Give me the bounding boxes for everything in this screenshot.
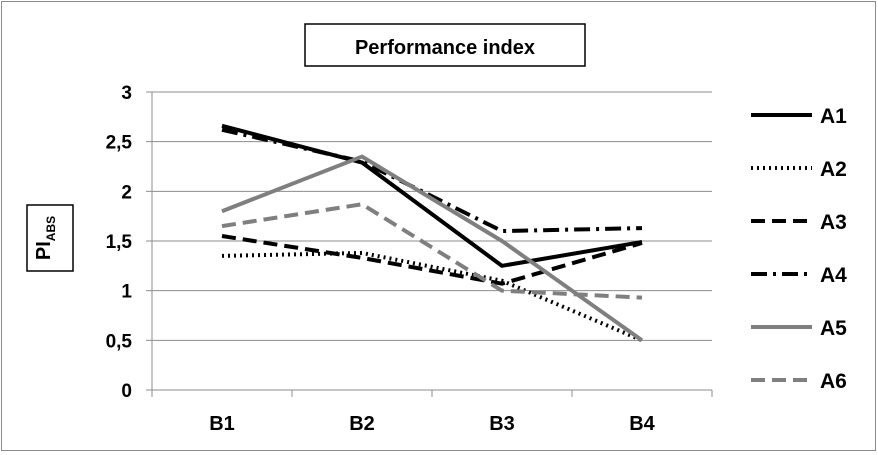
series-line-a2	[221, 250, 643, 343]
y-tick-label: 0,5	[106, 331, 133, 352]
y-axis-label-box: PIABS	[26, 204, 74, 272]
grid-lines	[152, 91, 712, 341]
y-tick-label: 2	[121, 182, 132, 203]
legend-label-a1: A1	[820, 105, 847, 128]
series-lines	[221, 123, 644, 343]
y-tick-labels: 0 0,5 1 1,5 2 2,5 3	[106, 83, 152, 402]
chart-title: Performance index	[355, 37, 535, 59]
x-tick-label: B1	[209, 413, 235, 435]
x-tick-label: B2	[349, 413, 375, 435]
x-tick-labels: B1 B2 B3 B4	[151, 390, 713, 435]
legend-label-a6: A6	[820, 370, 847, 393]
legend: A1 A2 A3 A4 A5 A6	[751, 105, 847, 393]
y-tick-label: 2,5	[106, 133, 133, 154]
y-tick-label: 1,5	[106, 232, 133, 253]
legend-label-a5: A5	[820, 317, 847, 340]
y-tick-label: 0	[121, 381, 132, 402]
chart-title-box: Performance index	[304, 23, 586, 67]
x-tick-label: B4	[629, 413, 655, 435]
y-axis-label: PIABS	[33, 216, 58, 260]
chart-svg: Performance index PIABS 0 0,5 1 1,5 2 2,5 3 B1…	[26, 23, 847, 435]
x-tick-label: B3	[489, 413, 515, 435]
legend-label-a3: A3	[820, 211, 847, 234]
y-tick-label: 1	[121, 282, 132, 303]
legend-label-a2: A2	[820, 158, 847, 181]
series-line-a4	[221, 127, 643, 234]
series-line-a5	[221, 154, 644, 342]
y-tick-label: 3	[121, 83, 132, 104]
legend-label-a4: A4	[820, 264, 847, 287]
series-line-a6	[221, 202, 643, 300]
series-line-a3	[221, 234, 643, 286]
